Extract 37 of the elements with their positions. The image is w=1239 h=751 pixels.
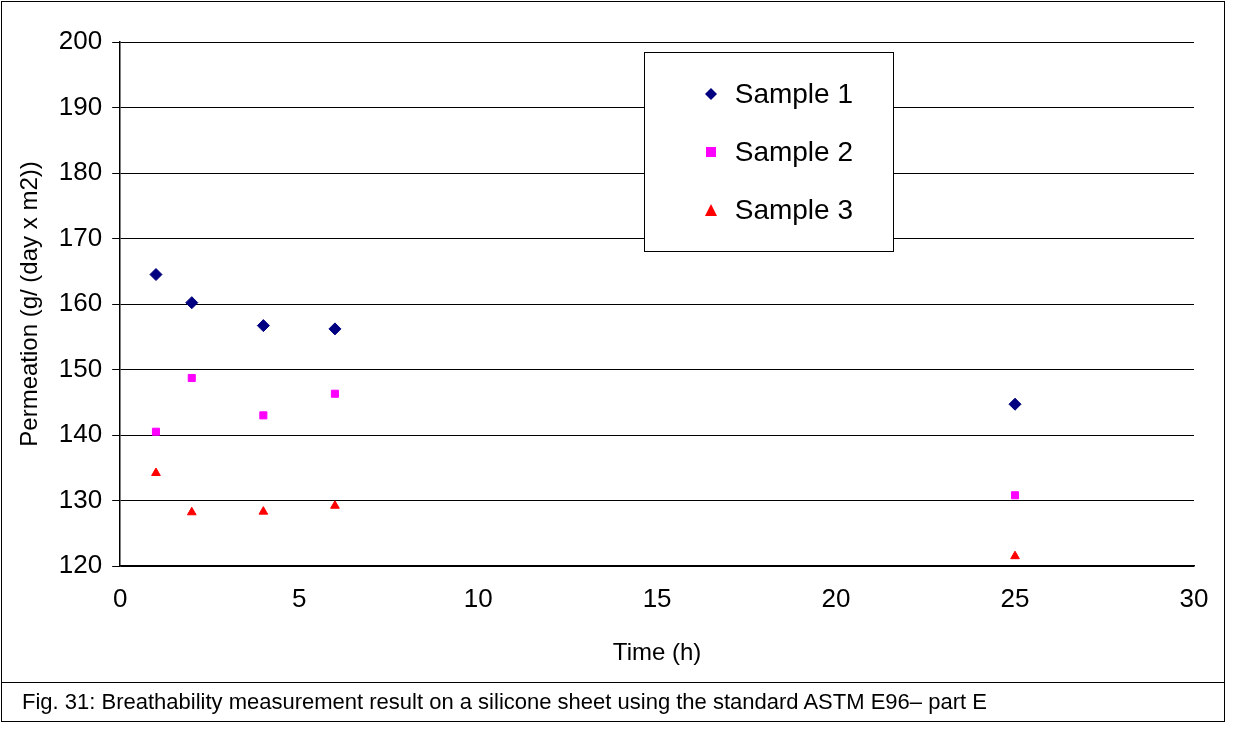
y-tick-label: 180 xyxy=(58,156,103,187)
point xyxy=(1010,550,1020,560)
x-axis-title: Time (h) xyxy=(612,638,702,666)
point xyxy=(330,389,339,398)
x-tick-label: 20 xyxy=(821,582,851,613)
point xyxy=(149,268,163,282)
point xyxy=(258,506,269,515)
point xyxy=(151,467,161,476)
y-tick-label: 130 xyxy=(58,483,103,514)
y-tick-label: 140 xyxy=(58,418,103,449)
y-tick-label: 200 xyxy=(58,25,103,56)
point xyxy=(151,427,161,436)
point xyxy=(187,373,196,383)
point xyxy=(186,506,197,516)
point xyxy=(1008,397,1022,411)
legend-label: Sample 1 xyxy=(734,77,853,111)
legend-label: Sample 3 xyxy=(734,193,853,227)
x-tick-label: 10 xyxy=(463,582,493,613)
y-tick-label: 160 xyxy=(58,287,103,318)
x-tick-label: 5 xyxy=(291,582,307,613)
y-tick-label: 190 xyxy=(58,90,103,121)
y-tick-label: 170 xyxy=(58,221,103,252)
point xyxy=(1010,491,1020,500)
point xyxy=(256,319,270,333)
point xyxy=(259,411,268,420)
x-tick-label: 15 xyxy=(642,582,672,613)
x-tick-label: 0 xyxy=(112,582,128,613)
y-tick-label: 150 xyxy=(58,352,103,383)
caption: Fig. 31: Breathability measurement result on a silicone sheet using the standard ASTM E96– part E xyxy=(2,682,1224,721)
point xyxy=(185,296,199,310)
legend-label: Sample 2 xyxy=(734,135,853,169)
y-axis-title: Permeation (g/ (day x m2)) xyxy=(15,161,43,447)
point xyxy=(328,322,342,336)
x-tick-label: 30 xyxy=(1179,582,1209,613)
y-tick-label: 120 xyxy=(58,549,103,580)
point xyxy=(330,500,340,509)
x-tick-label: 25 xyxy=(1000,582,1030,613)
